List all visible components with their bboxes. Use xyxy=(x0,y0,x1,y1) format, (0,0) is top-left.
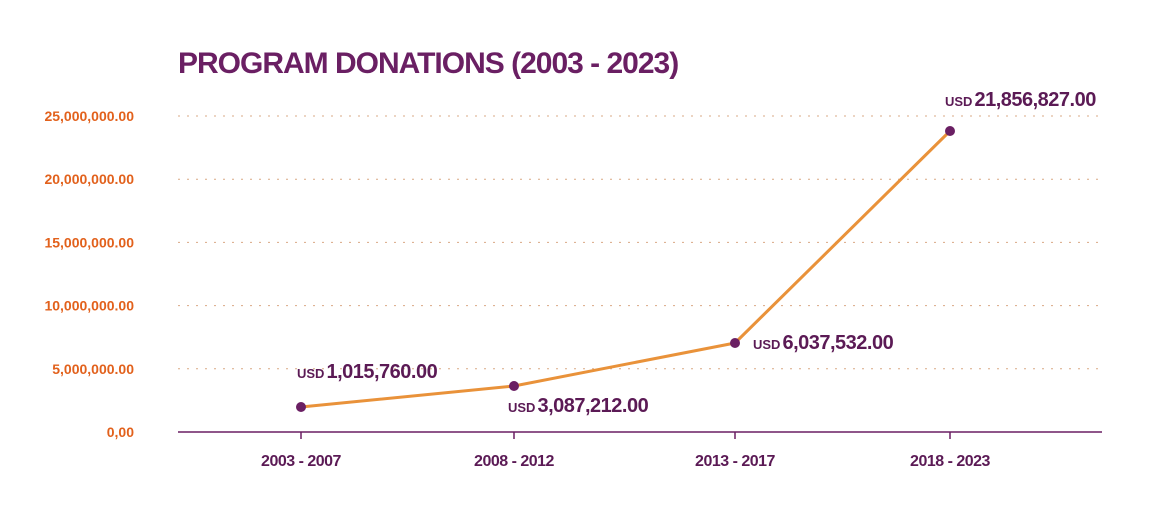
data-label: USD 21,856,827.00 xyxy=(945,89,1096,111)
data-label-currency: USD xyxy=(297,366,324,381)
y-axis-ticks: 0,00 5,000,000.00 10,000,000.00 15,000,000.… xyxy=(44,108,134,440)
data-label-amount: 3,087,212.00 xyxy=(537,395,648,417)
y-tick-label: 5,000,000.00 xyxy=(52,361,134,377)
data-label-currency: USD xyxy=(945,94,972,109)
data-label: USD 3,087,212.00 xyxy=(508,395,649,417)
x-axis-ticks: 2003 - 2007 2008 - 2012 2013 - 2017 2018 - … xyxy=(261,432,991,470)
x-tick-label: 2018 - 2023 xyxy=(910,453,991,470)
data-label: USD 6,037,532.00 xyxy=(753,332,894,354)
data-label-currency: USD xyxy=(508,400,535,415)
data-points xyxy=(296,126,955,412)
data-label: USD 1,015,760.00 xyxy=(297,361,438,383)
donations-series-line xyxy=(299,129,952,409)
data-label-amount: 1,015,760.00 xyxy=(326,361,437,383)
data-point xyxy=(296,402,306,412)
grid-lines xyxy=(178,115,1102,370)
chart-title: PROGRAM DONATIONS (2003 - 2023) xyxy=(178,47,678,80)
y-tick-label: 15,000,000.00 xyxy=(44,234,134,250)
y-tick-label: 25,000,000.00 xyxy=(44,108,134,124)
data-label-amount: 6,037,532.00 xyxy=(782,332,893,354)
x-tick-label: 2008 - 2012 xyxy=(474,453,555,470)
data-label-amount: 21,856,827.00 xyxy=(974,89,1096,111)
data-point xyxy=(945,126,955,136)
data-point xyxy=(730,338,740,348)
data-point xyxy=(509,381,519,391)
data-label-currency: USD xyxy=(753,337,780,352)
y-tick-label: 10,000,000.00 xyxy=(44,298,134,314)
y-tick-label: 0,00 xyxy=(107,424,134,440)
x-tick-label: 2013 - 2017 xyxy=(695,453,776,470)
y-tick-label: 20,000,000.00 xyxy=(44,171,134,187)
x-tick-label: 2003 - 2007 xyxy=(261,453,342,470)
